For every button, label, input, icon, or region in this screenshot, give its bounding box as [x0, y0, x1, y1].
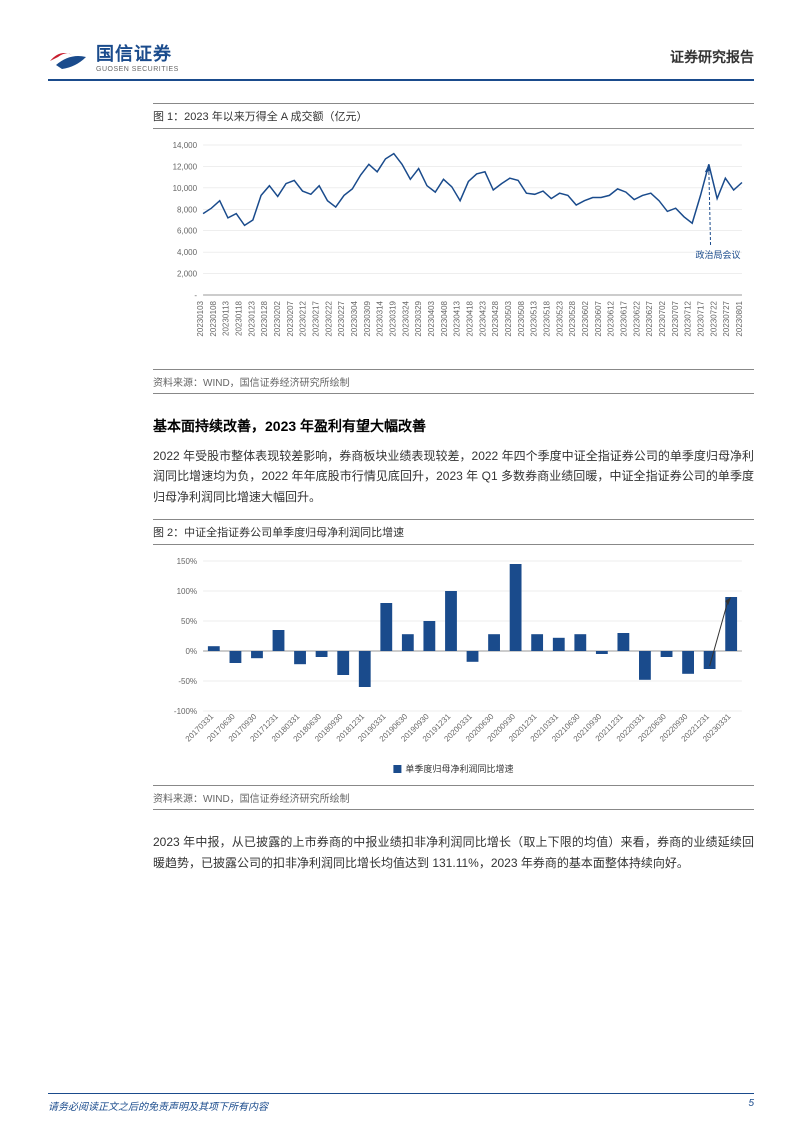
svg-text:2,000: 2,000 [177, 270, 198, 279]
svg-text:20230222: 20230222 [324, 300, 333, 336]
svg-text:政治局会议: 政治局会议 [696, 249, 741, 260]
page-footer: 请务必阅读正文之后的免责声明及其项下所有内容 5 [48, 1093, 754, 1113]
svg-text:20230503: 20230503 [504, 300, 513, 336]
section-2-paragraph: 2023 年中报，从已披露的上市券商的中报业绩扣非净利润同比增长（取上下限的均值… [153, 832, 754, 873]
svg-text:20230602: 20230602 [581, 300, 590, 336]
figure-1-chart: - 2,000 4,000 6,000 8,000 10,000 12,000 14,000 2… [153, 135, 754, 365]
svg-text:12,000: 12,000 [173, 162, 198, 171]
svg-text:20230103: 20230103 [196, 300, 205, 336]
svg-text:10,000: 10,000 [173, 184, 198, 193]
logo-icon [48, 41, 90, 73]
svg-text:20230113: 20230113 [222, 300, 231, 336]
section-heading-1: 基本面持续改善，2023 年盈利有望大幅改善 [153, 416, 754, 436]
svg-text:20230227: 20230227 [337, 300, 346, 336]
svg-text:20230508: 20230508 [517, 300, 526, 336]
figure-1-title: 图 1：2023 年以来万得全 A 成交额（亿元） [153, 103, 754, 129]
svg-text:20230324: 20230324 [401, 300, 410, 336]
svg-text:8,000: 8,000 [177, 205, 198, 214]
svg-text:150%: 150% [177, 557, 197, 566]
svg-text:20230212: 20230212 [299, 300, 308, 336]
svg-text:20230528: 20230528 [568, 300, 577, 336]
svg-text:20230801: 20230801 [735, 300, 744, 336]
svg-text:20230413: 20230413 [453, 300, 462, 336]
svg-text:20230722: 20230722 [709, 300, 718, 336]
svg-text:20230717: 20230717 [696, 300, 705, 336]
svg-text:单季度归母净利润同比增速: 单季度归母净利润同比增速 [405, 763, 513, 774]
svg-text:20230612: 20230612 [607, 300, 616, 336]
svg-text:20230712: 20230712 [684, 300, 693, 336]
svg-text:20230403: 20230403 [427, 300, 436, 336]
svg-text:20230217: 20230217 [312, 300, 321, 336]
svg-text:20230707: 20230707 [671, 300, 680, 336]
svg-text:20230518: 20230518 [543, 300, 552, 336]
footer-disclaimer: 请务必阅读正文之后的免责声明及其项下所有内容 [48, 1098, 268, 1113]
svg-text:-: - [194, 291, 197, 300]
svg-text:20230418: 20230418 [466, 300, 475, 336]
svg-text:20230622: 20230622 [632, 300, 641, 336]
svg-text:50%: 50% [181, 617, 197, 626]
figure-1-source: 资料来源：WIND，国信证券经济研究所绘制 [153, 369, 754, 394]
section-1-paragraph: 2022 年受股市整体表现较差影响，券商板块业绩表现较差，2022 年四个季度中… [153, 446, 754, 507]
figure-2: 图 2：中证全指证券公司单季度归母净利润同比增速 -100% -50% 0% 50% 1… [153, 519, 754, 810]
svg-text:20230304: 20230304 [350, 300, 359, 336]
svg-text:20230607: 20230607 [594, 300, 603, 336]
svg-text:20230123: 20230123 [247, 300, 256, 336]
svg-text:6,000: 6,000 [177, 227, 198, 236]
svg-text:20230408: 20230408 [440, 300, 449, 336]
svg-text:20230702: 20230702 [658, 300, 667, 336]
svg-text:20230118: 20230118 [235, 300, 244, 336]
svg-text:20230128: 20230128 [260, 300, 269, 336]
svg-text:4,000: 4,000 [177, 248, 198, 257]
svg-text:20230428: 20230428 [491, 300, 500, 336]
svg-text:20230108: 20230108 [209, 300, 218, 336]
svg-text:20230309: 20230309 [363, 300, 372, 336]
svg-text:20230329: 20230329 [414, 300, 423, 336]
figure-2-chart: -100%-50%0%50%100%150%201703312017063020… [153, 551, 754, 781]
svg-text:20230617: 20230617 [619, 300, 628, 336]
report-header: 国信证券 GUOSEN SECURITIES 证券研究报告 [48, 40, 754, 81]
logo-text-cn: 国信证券 [96, 40, 179, 66]
figure-2-title: 图 2：中证全指证券公司单季度归母净利润同比增速 [153, 519, 754, 545]
svg-text:20230523: 20230523 [555, 300, 564, 336]
svg-text:20230314: 20230314 [376, 300, 385, 336]
svg-text:0%: 0% [186, 647, 198, 656]
svg-text:20230319: 20230319 [389, 300, 398, 336]
svg-text:20230207: 20230207 [286, 300, 295, 336]
report-type-label: 证券研究报告 [670, 47, 754, 67]
figure-2-source: 资料来源：WIND，国信证券经济研究所绘制 [153, 785, 754, 810]
svg-text:-50%: -50% [178, 677, 197, 686]
svg-text:20230423: 20230423 [478, 300, 487, 336]
svg-text:20230727: 20230727 [722, 300, 731, 336]
logo-text-en: GUOSEN SECURITIES [96, 66, 179, 73]
svg-text:20230627: 20230627 [645, 300, 654, 336]
figure-1: 图 1：2023 年以来万得全 A 成交额（亿元） - 2,000 4,000 6,0… [153, 103, 754, 394]
svg-text:20230202: 20230202 [273, 300, 282, 336]
svg-text:-100%: -100% [174, 707, 197, 716]
svg-text:14,000: 14,000 [173, 141, 198, 150]
logo: 国信证券 GUOSEN SECURITIES [48, 40, 179, 73]
svg-text:100%: 100% [177, 587, 197, 596]
svg-text:20230513: 20230513 [530, 300, 539, 336]
footer-page-number: 5 [748, 1098, 754, 1113]
